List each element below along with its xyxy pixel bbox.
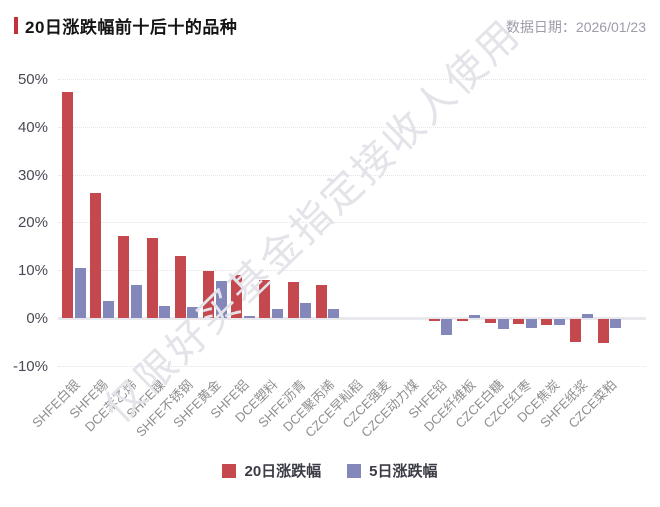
legend-item-5d[interactable]: 5日涨跌幅 [347, 460, 438, 481]
bar-20d-change [288, 282, 299, 318]
bar-20d-change [147, 238, 158, 318]
title-accent-bar [14, 17, 18, 34]
legend-label: 20日涨跌幅 [244, 463, 322, 480]
bar-5d-change [75, 268, 86, 318]
bar-5d-change [216, 281, 227, 318]
legend-label: 5日涨跌幅 [369, 463, 438, 480]
bar-5d-change [441, 319, 452, 335]
bar-5d-change [328, 309, 339, 318]
y-tick-label: 0% [26, 310, 48, 327]
bar-20d-change [175, 256, 186, 318]
bar-20d-change [231, 275, 242, 318]
bar-20d-change [203, 271, 214, 318]
data-date-label: 数据日期：2026/01/23 [505, 19, 646, 35]
y-tick-label: 50% [17, 71, 48, 88]
legend-swatch-icon [347, 463, 362, 478]
gridline [58, 175, 646, 176]
bar-5d-change [131, 285, 142, 318]
bar-20d-change [570, 319, 581, 342]
gridline [58, 270, 646, 271]
bar-20d-change [316, 285, 327, 318]
y-tick-label: -10% [12, 358, 48, 375]
bar-5d-change [272, 309, 283, 318]
bar-5d-change [244, 316, 255, 318]
bar-5d-change [469, 315, 480, 318]
axis-zero-line [58, 317, 646, 320]
bar-20d-change [259, 280, 270, 318]
y-tick-label: 30% [17, 167, 48, 184]
bar-20d-change [485, 319, 496, 323]
bar-20d-change [513, 319, 524, 324]
legend-swatch-icon [222, 463, 237, 478]
bar-5d-change [582, 314, 593, 318]
bar-5d-change [554, 319, 565, 325]
chart-legend: 20日涨跌幅 5日涨跌幅 [0, 460, 660, 481]
bar-20d-change [62, 92, 73, 318]
bar-5d-change [187, 307, 198, 318]
bar-5d-change [610, 319, 621, 328]
y-tick-label: 20% [17, 214, 48, 231]
gridline [58, 79, 646, 80]
bar-20d-change [541, 319, 552, 325]
gridline [58, 222, 646, 223]
bar-20d-change [118, 236, 129, 318]
bar-5d-change [159, 306, 170, 318]
bar-5d-change [498, 319, 509, 329]
bar-5d-change [300, 303, 311, 318]
gridline [58, 366, 646, 367]
gridline [58, 127, 646, 128]
bar-20d-change [90, 193, 101, 318]
bar-5d-change [103, 301, 114, 318]
bar-20d-change [457, 319, 468, 321]
bar-20d-change [429, 319, 440, 321]
y-tick-label: 40% [17, 119, 48, 136]
page-title: 20日涨跌幅前十后十的品种 [25, 18, 238, 37]
bar-20d-change [598, 319, 609, 343]
legend-item-20d[interactable]: 20日涨跌幅 [222, 460, 321, 481]
y-tick-label: 10% [17, 262, 48, 279]
bar-5d-change [526, 319, 537, 328]
